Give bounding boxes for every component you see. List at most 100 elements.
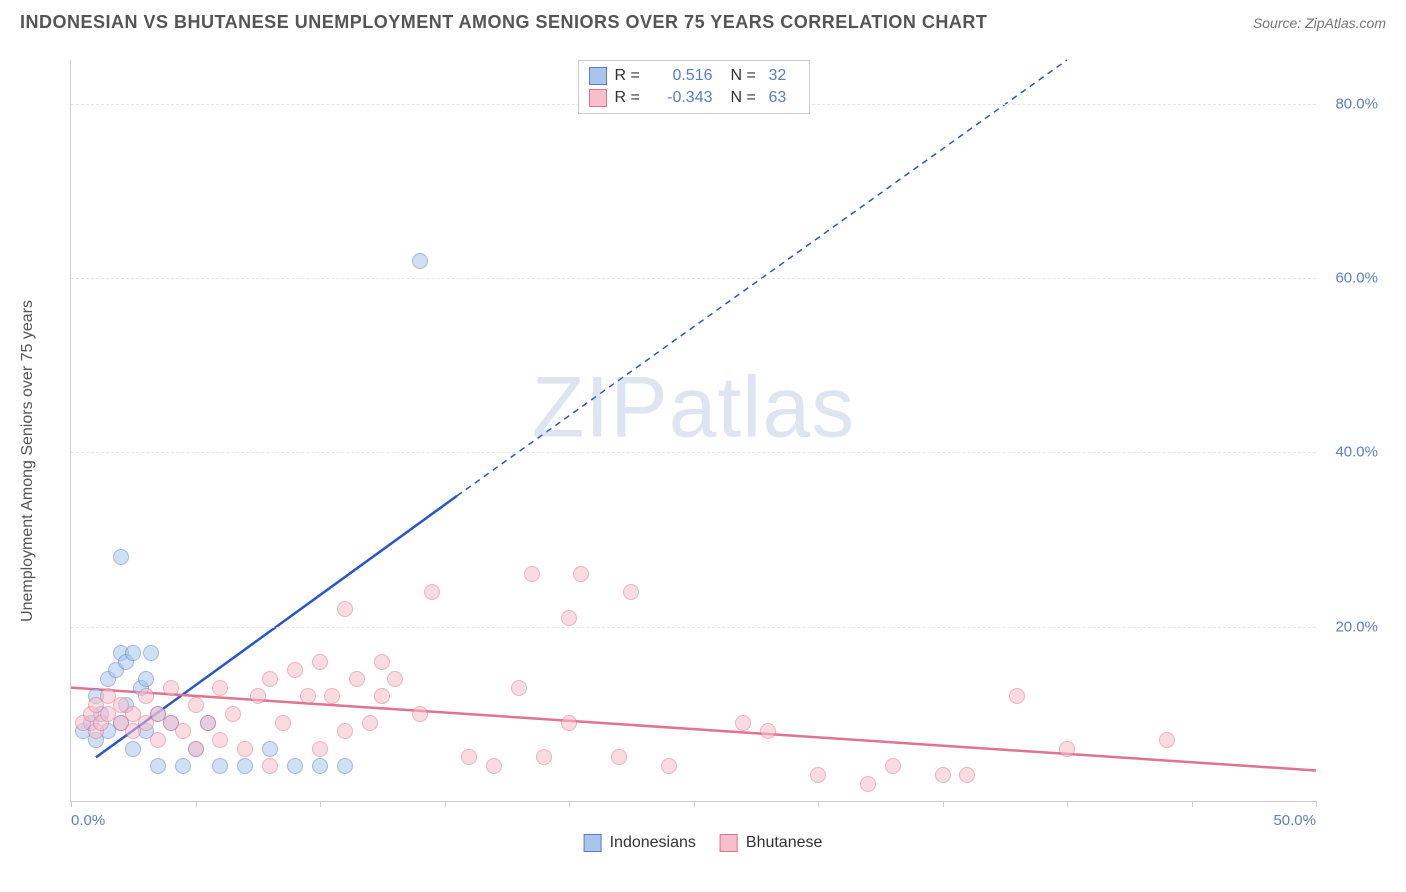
y-tick-label: 20.0% [1323, 618, 1378, 635]
data-point [262, 671, 278, 687]
legend-item-indonesians: Indonesians [584, 834, 696, 852]
data-point [735, 715, 751, 731]
data-point [1009, 688, 1025, 704]
data-point [312, 654, 328, 670]
x-tick-mark [320, 801, 321, 807]
gridline [71, 278, 1316, 279]
legend-item-bhutanese: Bhutanese [720, 834, 823, 852]
swatch-bhutanese [720, 834, 738, 852]
data-point [200, 715, 216, 731]
data-point [262, 741, 278, 757]
data-point [810, 767, 826, 783]
data-point [212, 732, 228, 748]
data-point [262, 758, 278, 774]
data-point [412, 253, 428, 269]
data-point [524, 566, 540, 582]
data-point [959, 767, 975, 783]
data-point [349, 671, 365, 687]
y-tick-label: 60.0% [1323, 269, 1378, 286]
data-point [163, 680, 179, 696]
data-point [424, 584, 440, 600]
data-point [461, 749, 477, 765]
chart-header: INDONESIAN VS BHUTANESE UNEMPLOYMENT AMO… [0, 0, 1406, 41]
n-value-indonesians: 32 [769, 67, 799, 85]
data-point [661, 758, 677, 774]
data-point [412, 706, 428, 722]
data-point [125, 741, 141, 757]
watermark-atlas: atlas [669, 360, 856, 456]
r-label: R = [615, 89, 645, 107]
data-point [113, 549, 129, 565]
data-point [935, 767, 951, 783]
data-point [1159, 732, 1175, 748]
data-point [337, 601, 353, 617]
r-label: R = [615, 67, 645, 85]
correlation-row-bhutanese: R = -0.343 N = 63 [589, 87, 799, 109]
data-point [885, 758, 901, 774]
data-point [287, 758, 303, 774]
data-point [573, 566, 589, 582]
x-tick-mark [818, 801, 819, 807]
data-point [175, 723, 191, 739]
data-point [561, 610, 577, 626]
data-point [387, 671, 403, 687]
swatch-indonesians [584, 834, 602, 852]
correlation-legend: R = 0.516 N = 32 R = -0.343 N = 63 [578, 60, 810, 114]
r-value-indonesians: 0.516 [653, 67, 713, 85]
data-point [324, 688, 340, 704]
gridline [71, 452, 1316, 453]
x-tick-mark [71, 801, 72, 807]
correlation-row-indonesians: R = 0.516 N = 32 [589, 65, 799, 87]
n-label: N = [731, 89, 761, 107]
data-point [374, 688, 390, 704]
data-point [212, 680, 228, 696]
data-point [1059, 741, 1075, 757]
data-point [337, 758, 353, 774]
data-point [860, 776, 876, 792]
x-tick-mark [1316, 801, 1317, 807]
x-tick-mark [196, 801, 197, 807]
data-point [486, 758, 502, 774]
data-point [150, 732, 166, 748]
chart-title: INDONESIAN VS BHUTANESE UNEMPLOYMENT AMO… [20, 12, 987, 33]
data-point [287, 662, 303, 678]
data-point [212, 758, 228, 774]
data-point [623, 584, 639, 600]
data-point [175, 758, 191, 774]
x-tick-mark [1067, 801, 1068, 807]
data-point [511, 680, 527, 696]
chart-container: Unemployment Among Seniors over 75 years… [20, 50, 1386, 872]
legend-label: Indonesians [610, 834, 696, 852]
n-value-bhutanese: 63 [769, 89, 799, 107]
x-tick-mark [569, 801, 570, 807]
data-point [250, 688, 266, 704]
x-tick-label: 50.0% [1273, 812, 1316, 829]
x-tick-mark [694, 801, 695, 807]
data-point [275, 715, 291, 731]
data-point [337, 723, 353, 739]
x-tick-mark [1192, 801, 1193, 807]
data-point [362, 715, 378, 731]
legend-label: Bhutanese [746, 834, 823, 852]
watermark-zip: ZIP [532, 360, 669, 456]
data-point [312, 741, 328, 757]
data-point [312, 758, 328, 774]
y-tick-label: 40.0% [1323, 444, 1378, 461]
data-point [138, 671, 154, 687]
data-point [760, 723, 776, 739]
x-tick-mark [943, 801, 944, 807]
data-point [237, 741, 253, 757]
data-point [561, 715, 577, 731]
watermark: ZIPatlas [532, 359, 855, 458]
swatch-bhutanese [589, 89, 607, 107]
plot-area: ZIPatlas R = 0.516 N = 32 R = -0.343 N =… [70, 60, 1316, 802]
data-point [138, 688, 154, 704]
x-tick-label: 0.0% [71, 812, 105, 829]
n-label: N = [731, 67, 761, 85]
data-point [611, 749, 627, 765]
series-legend: Indonesians Bhutanese [584, 834, 823, 852]
data-point [125, 645, 141, 661]
y-tick-label: 80.0% [1323, 95, 1378, 112]
x-tick-mark [445, 801, 446, 807]
y-axis-label: Unemployment Among Seniors over 75 years [19, 300, 37, 622]
